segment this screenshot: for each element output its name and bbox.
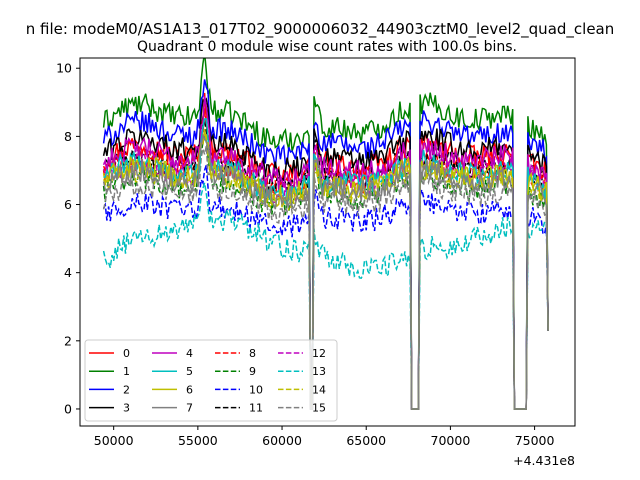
series-line-4 bbox=[102, 96, 549, 410]
figure-suptitle: n file: modeM0/AS1A13_017T02_9000006032_… bbox=[26, 20, 615, 39]
x-tick-label: 60000 bbox=[262, 433, 302, 448]
legend-label-1: 1 bbox=[123, 365, 130, 378]
series-line-1 bbox=[102, 58, 549, 410]
legend-label-15: 15 bbox=[312, 402, 326, 415]
legend-label-12: 12 bbox=[312, 347, 326, 360]
y-tick-label: 4 bbox=[64, 265, 72, 280]
x-tick-label: 75000 bbox=[515, 433, 555, 448]
y-tick-label: 0 bbox=[64, 401, 72, 416]
series-line-0 bbox=[102, 92, 549, 410]
legend-label-4: 4 bbox=[186, 347, 193, 360]
x-offset-label: +4.431e8 bbox=[513, 453, 575, 468]
legend-label-8: 8 bbox=[249, 347, 256, 360]
legend-label-3: 3 bbox=[123, 402, 130, 415]
legend-label-11: 11 bbox=[249, 402, 263, 415]
chart-title: Quadrant 0 module wise count rates with … bbox=[137, 39, 517, 55]
legend-label-2: 2 bbox=[123, 383, 130, 396]
plot-series bbox=[102, 58, 549, 410]
series-line-14 bbox=[102, 129, 549, 410]
legend-label-10: 10 bbox=[249, 383, 263, 396]
legend-label-9: 9 bbox=[249, 365, 256, 378]
series-line-7 bbox=[102, 132, 549, 410]
plot-frame bbox=[79, 57, 576, 427]
series-line-15 bbox=[102, 145, 549, 410]
x-tick-label: 55000 bbox=[178, 433, 218, 448]
x-tick-label: 50000 bbox=[94, 433, 134, 448]
y-tick-label: 8 bbox=[64, 129, 72, 144]
series-line-13 bbox=[102, 182, 549, 410]
legend-label-0: 0 bbox=[123, 347, 130, 360]
legend-label-7: 7 bbox=[186, 402, 193, 415]
y-tick-label: 6 bbox=[64, 197, 72, 212]
x-tick-label: 70000 bbox=[431, 433, 471, 448]
series-line-3 bbox=[102, 97, 549, 410]
x-tick-label: 65000 bbox=[346, 433, 386, 448]
legend-label-5: 5 bbox=[186, 365, 193, 378]
series-line-10 bbox=[102, 164, 549, 410]
legend-label-14: 14 bbox=[312, 383, 326, 396]
legend-box bbox=[84, 339, 338, 422]
legend-label-13: 13 bbox=[312, 365, 326, 378]
y-tick-label: 2 bbox=[64, 333, 72, 348]
x-axis: 50000 55000 60000 65000 70000 75000 bbox=[94, 426, 555, 448]
series-line-2 bbox=[102, 79, 549, 410]
legend-label-6: 6 bbox=[186, 383, 193, 396]
y-axis: 0 2 4 6 8 10 bbox=[56, 61, 80, 416]
y-tick-label: 10 bbox=[56, 61, 72, 76]
